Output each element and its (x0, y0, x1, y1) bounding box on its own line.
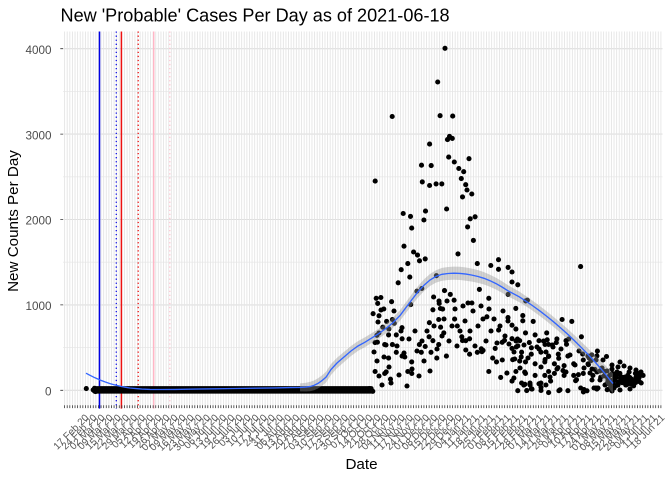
svg-text:1000: 1000 (25, 300, 52, 313)
svg-text:2000: 2000 (25, 215, 52, 228)
svg-text:New Counts Per Day: New Counts Per Day (5, 150, 22, 292)
svg-text:0: 0 (45, 386, 52, 399)
svg-text:3000: 3000 (25, 129, 52, 142)
svg-text:4000: 4000 (25, 44, 52, 57)
svg-text:Date: Date (345, 456, 377, 473)
svg-text:New 'Probable' Cases Per Day a: New 'Probable' Cases Per Day as of 2021-… (61, 6, 450, 26)
